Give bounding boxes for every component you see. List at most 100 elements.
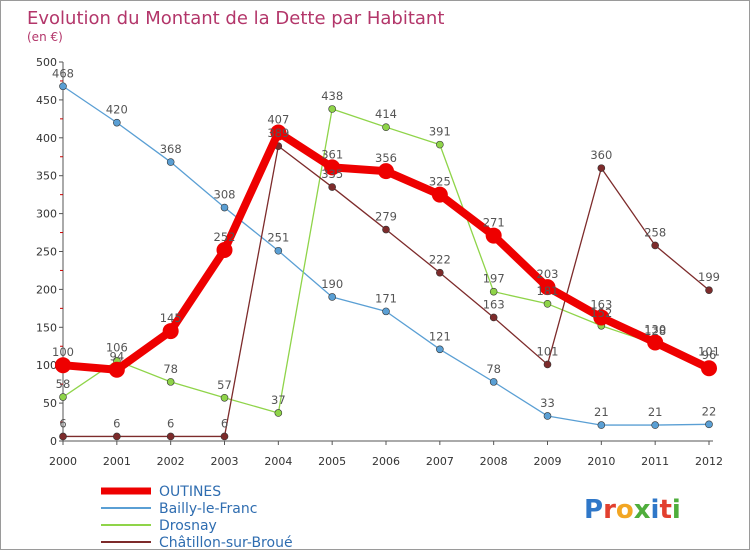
data-label-drosnay: 57	[217, 378, 232, 392]
legend-label-drosnay: Drosnay	[159, 518, 217, 534]
point-drosnay	[220, 393, 229, 402]
chart-title: Evolution du Montant de la Dette par Hab…	[27, 8, 444, 29]
point-chatillon-sur-broue	[705, 286, 713, 294]
data-label-drosnay: 152	[590, 306, 612, 320]
data-label-chatillon-sur-broue: 6	[221, 416, 228, 430]
proxiti-logo: Proxiti	[584, 495, 681, 525]
data-label-bailly-le-franc: 22	[702, 404, 717, 418]
x-tick-label: 2009	[534, 455, 562, 468]
point-outines	[324, 159, 341, 176]
point-chatillon-sur-broue	[543, 360, 552, 369]
data-label-bailly-le-franc: 171	[375, 291, 397, 305]
point-drosnay	[543, 300, 552, 308]
data-label-outines: 163	[590, 297, 612, 311]
data-label-chatillon-sur-broue: 163	[483, 297, 505, 311]
data-label-chatillon-sur-broue: 101	[537, 344, 559, 358]
point-outines	[162, 323, 179, 340]
point-outines	[647, 334, 664, 351]
data-label-drosnay: 58	[56, 377, 71, 391]
chart-subtitle: (en €)	[27, 30, 63, 44]
x-tick-label: 2005	[318, 455, 346, 468]
point-drosnay	[274, 409, 283, 417]
data-labels: 468 420 368 308 251 190 171 121 78 33 21 21 22 58 106 7…	[52, 66, 720, 430]
point-chatillon-sur-broue	[436, 268, 444, 277]
point-bailly-le-franc	[543, 412, 552, 420]
point-bailly-le-franc	[705, 420, 713, 429]
point-bailly-le-franc	[436, 345, 444, 354]
data-label-outines: 356	[375, 151, 397, 165]
x-tick-label: 2000	[49, 455, 77, 468]
point-chatillon-sur-broue	[382, 225, 390, 234]
point-chatillon-sur-broue	[166, 432, 175, 441]
point-bailly-le-franc	[597, 421, 606, 429]
point-drosnay	[166, 378, 175, 386]
data-label-bailly-le-franc: 308	[214, 188, 236, 202]
point-chatillon-sur-broue	[59, 432, 67, 441]
legend-label-chatillon-sur-broue: Châtillon-sur-Broué	[159, 535, 293, 549]
x-tick-label: 2007	[426, 455, 454, 468]
point-drosnay	[382, 123, 390, 131]
data-label-outines: 325	[429, 175, 451, 189]
point-outines	[593, 309, 610, 326]
data-label-outines: 145	[160, 311, 182, 325]
y-tick-label: 50	[43, 397, 57, 410]
point-outines	[378, 163, 394, 180]
point-chatillon-sur-broue	[597, 164, 606, 172]
data-label-chatillon-sur-broue: 199	[698, 270, 720, 284]
data-label-outines: 203	[537, 267, 559, 281]
data-label-bailly-le-franc: 251	[267, 231, 289, 245]
data-label-outines: 271	[483, 216, 505, 230]
x-tick-label: 2011	[641, 455, 669, 468]
data-label-outines: 407	[267, 112, 289, 126]
data-label-outines: 252	[214, 230, 236, 244]
point-outines	[108, 361, 125, 378]
data-label-chatillon-sur-broue: 258	[644, 225, 666, 239]
data-label-outines: 361	[321, 147, 343, 161]
data-label-bailly-le-franc: 420	[106, 103, 128, 117]
y-tick-label: 0	[50, 435, 57, 448]
point-bailly-le-franc	[328, 293, 336, 301]
legend: OUTINESBailly-le-FrancDrosnayChâtillon-s…	[101, 484, 293, 549]
data-label-chatillon-sur-broue: 222	[429, 253, 451, 267]
point-outines	[539, 279, 556, 296]
y-tick-label: 400	[36, 132, 57, 145]
x-tick-label: 2001	[103, 455, 131, 468]
x-tick-label: 2010	[587, 455, 615, 468]
series-layer	[55, 82, 717, 441]
data-label-outines: 130	[644, 322, 666, 336]
data-label-outines: 100	[52, 345, 74, 359]
data-label-chatillon-sur-broue: 335	[321, 167, 343, 181]
data-label-drosnay: 128	[644, 324, 666, 338]
data-label-bailly-le-franc: 78	[486, 362, 501, 376]
axes: 0 50 100 150 200 250 300 350 400 450 500 2000 2001 20…	[36, 56, 723, 468]
data-label-chatillon-sur-broue: 389	[267, 126, 289, 140]
point-drosnay	[59, 393, 67, 401]
data-label-bailly-le-franc: 33	[540, 396, 555, 410]
point-chatillon-sur-broue	[489, 313, 498, 322]
point-drosnay	[436, 140, 444, 149]
data-label-drosnay: 414	[375, 107, 397, 121]
point-bailly-le-franc	[166, 158, 175, 166]
x-tick-label: 2003	[211, 455, 239, 468]
data-label-bailly-le-franc: 190	[321, 277, 343, 291]
data-label-chatillon-sur-broue: 279	[375, 210, 397, 224]
data-label-chatillon-sur-broue: 6	[113, 416, 120, 430]
data-label-drosnay: 37	[271, 393, 286, 407]
x-tick-label: 2002	[157, 455, 185, 468]
y-tick-label: 100	[36, 359, 57, 372]
x-tick-label: 2012	[695, 455, 723, 468]
y-tick-label: 450	[36, 94, 57, 107]
y-tick-label: 350	[36, 170, 57, 183]
y-tick-label: 200	[36, 283, 57, 296]
data-label-chatillon-sur-broue: 6	[59, 416, 66, 430]
point-chatillon-sur-broue	[328, 183, 336, 191]
data-label-chatillon-sur-broue: 360	[590, 148, 612, 162]
point-bailly-le-franc	[651, 421, 659, 429]
data-label-drosnay: 197	[483, 272, 505, 286]
point-outines	[270, 124, 287, 141]
data-label-bailly-le-franc: 121	[429, 329, 451, 343]
point-bailly-le-franc	[220, 203, 229, 212]
point-bailly-le-franc	[274, 246, 283, 255]
